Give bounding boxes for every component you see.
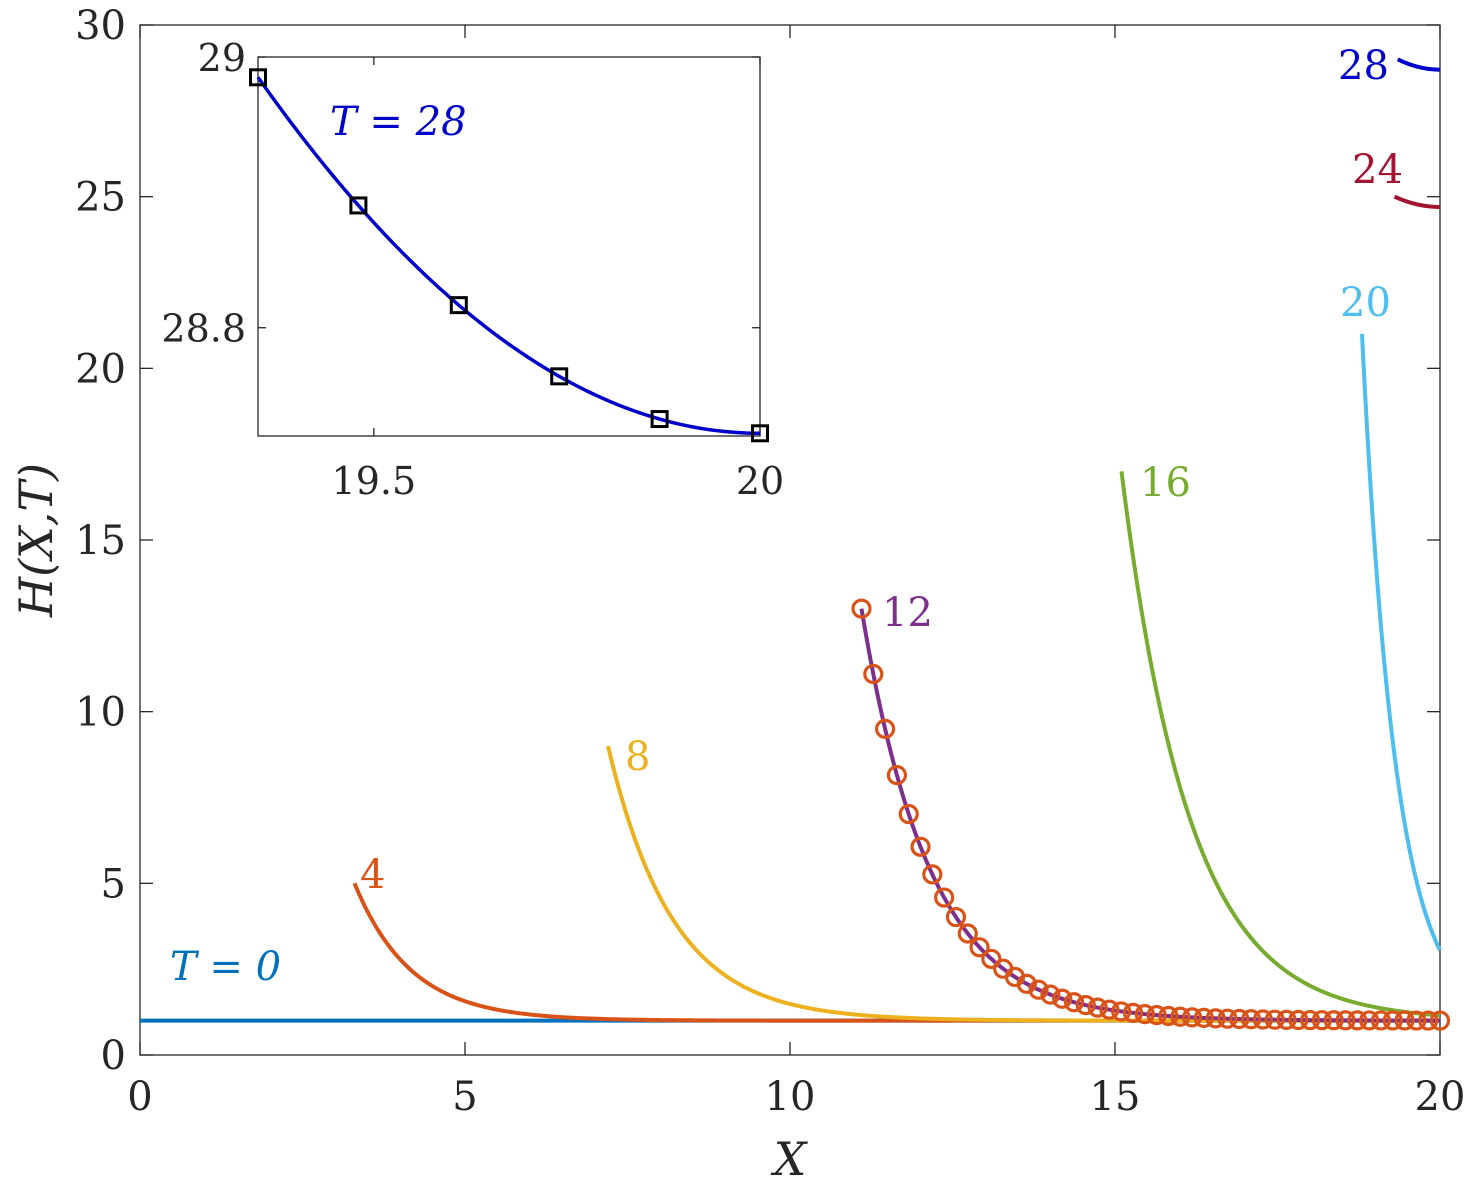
inset-marker-square (449, 296, 468, 315)
marker-circle (1311, 1010, 1333, 1031)
marker-circle (1359, 1010, 1380, 1031)
x-tick-label: 0 (127, 1074, 152, 1120)
marker-circle (1406, 1010, 1427, 1031)
marker-circle (934, 887, 955, 908)
inset-markers (249, 68, 769, 443)
series-line-4 (352, 882, 1440, 1023)
marker-circle (1063, 992, 1085, 1013)
inset-background (258, 57, 760, 436)
inset-y-tick-label: 28.8 (161, 307, 246, 351)
main-ticks (139, 24, 1441, 1056)
marker-circle (1300, 1009, 1321, 1031)
inset-y-tick-label: 29 (198, 36, 246, 80)
y-tick-label: 30 (75, 3, 126, 49)
y-axis-title: H(X,T) (9, 463, 63, 618)
inset-curve (256, 76, 761, 436)
main-tick-labels: 0 5 10 15 20 0 5 10 15 20 25 30 (75, 3, 1465, 1120)
marker-circle (1217, 1008, 1238, 1029)
x-tick-label: 15 (1090, 1074, 1141, 1120)
inset-marker-square (349, 196, 368, 215)
inset-ticks (258, 56, 761, 436)
label-12: 12 (882, 590, 933, 636)
inset-x-tick-label: 19.5 (332, 459, 417, 503)
marker-circle (1075, 995, 1096, 1016)
label-4: 4 (360, 852, 385, 898)
label-8: 8 (625, 734, 650, 780)
inset-frame (257, 56, 761, 437)
label-20: 20 (1340, 280, 1391, 326)
marker-circle (1347, 1010, 1368, 1031)
label-24: 24 (1352, 147, 1403, 193)
marker-circle (1099, 999, 1120, 1020)
marker-circle (1229, 1008, 1250, 1030)
marker-circle (1394, 1010, 1415, 1031)
marker-circle (1370, 1010, 1392, 1031)
y-tick-label: 15 (75, 518, 126, 564)
marker-circle (1087, 997, 1108, 1018)
inset-tick-labels: 19.5 20 28.8 29 (161, 36, 784, 503)
y-tick-label: 25 (75, 175, 126, 221)
marker-circle (910, 836, 931, 857)
marker-circle (957, 923, 978, 944)
marker-circle (1170, 1006, 1191, 1027)
marker-circle (1205, 1008, 1226, 1029)
marker-circle (1111, 1001, 1132, 1022)
marker-circle (1052, 988, 1073, 1009)
main-markers (851, 598, 1451, 1031)
y-tick-label: 20 (75, 346, 126, 392)
marker-circle (1335, 1010, 1356, 1031)
inset-curve-line (256, 76, 761, 436)
x-tick-label: 20 (1415, 1074, 1466, 1120)
marker-circle (1134, 1004, 1155, 1025)
marker-circle (1323, 1010, 1344, 1031)
marker-circle (1158, 1005, 1179, 1027)
label-28: 28 (1338, 43, 1389, 89)
marker-circle (1122, 1002, 1144, 1023)
series-line-24 (1393, 194, 1441, 209)
series-line-16 (1119, 471, 1441, 1018)
inset-marker-square (249, 68, 267, 87)
marker-circle (898, 803, 919, 825)
marker-circle (922, 864, 943, 885)
inset-marker-square (650, 410, 669, 429)
marker-circle (1146, 1005, 1167, 1026)
inset-x-tick-label: 20 (736, 459, 784, 503)
marker-circle (886, 765, 908, 786)
marker-circle (1241, 1009, 1262, 1030)
inset-marker-square (550, 367, 569, 386)
x-tick-label: 5 (452, 1074, 477, 1120)
marker-circle (1016, 973, 1037, 994)
marker-circle (1252, 1009, 1274, 1030)
marker-circle (1276, 1009, 1297, 1030)
label-t0: T = 0 (170, 944, 281, 990)
x-axis-title: X (771, 1132, 809, 1180)
marker-circle (1382, 1010, 1403, 1031)
series-line-28 (1396, 57, 1440, 72)
marker-circle (945, 906, 967, 928)
marker-circle (981, 948, 1002, 970)
marker-circle (1429, 1010, 1451, 1031)
marker-circle (1288, 1009, 1309, 1031)
series-line-20 (1360, 333, 1442, 952)
y-tick-label: 0 (101, 1033, 126, 1079)
x-tick-label: 10 (765, 1074, 816, 1120)
marker-circle (1193, 1007, 1214, 1029)
y-tick-label: 5 (101, 861, 126, 907)
marker-circle (1181, 1007, 1203, 1028)
inset-label: T = 28 (330, 99, 467, 145)
marker-circle (1418, 1010, 1439, 1031)
marker-circle (863, 663, 884, 685)
marker-circle (1040, 984, 1061, 1005)
marker-circle (875, 718, 896, 740)
marker-circle (1264, 1009, 1285, 1030)
label-16: 16 (1140, 460, 1191, 506)
marker-circle (969, 937, 990, 958)
marker-circle (851, 598, 872, 619)
inset-marker-square (751, 424, 769, 443)
y-tick-label: 10 (75, 690, 126, 736)
marker-circle (1028, 979, 1049, 1000)
